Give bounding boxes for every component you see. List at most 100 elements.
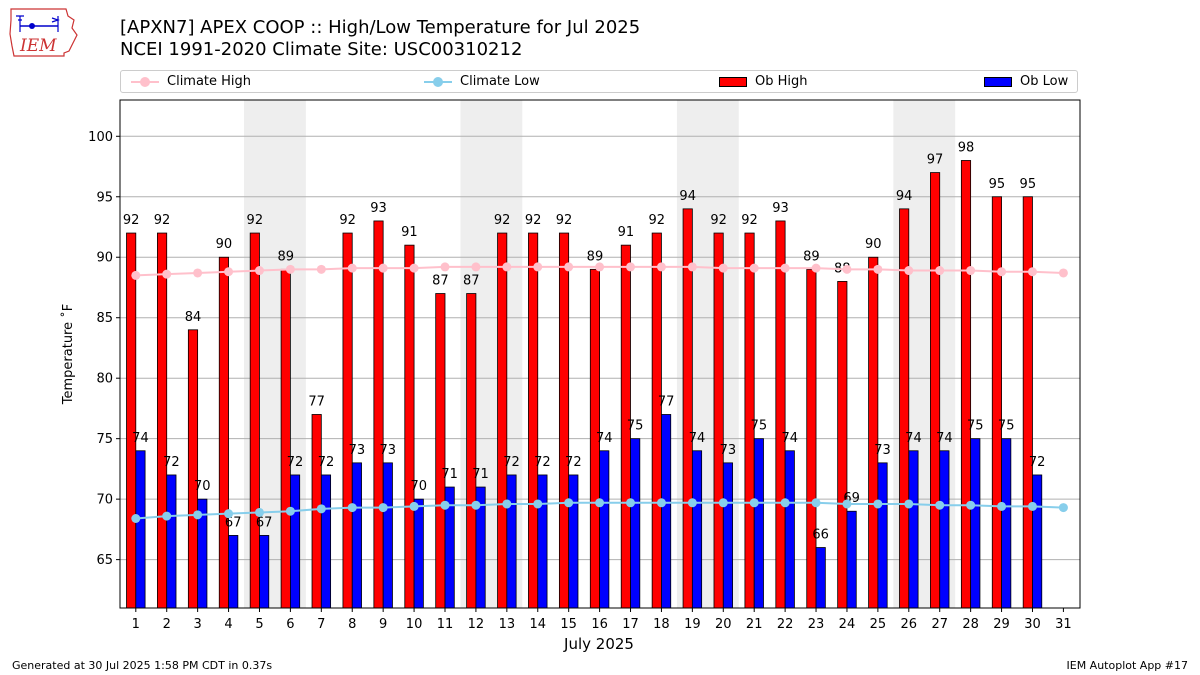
climate-high-point [440, 262, 450, 272]
climate-high-point [1058, 268, 1068, 278]
x-tick-label: 4 [224, 617, 232, 632]
ob-low-bar [815, 547, 826, 609]
x-tick-label: 2 [163, 617, 171, 632]
legend-label: Ob High [755, 74, 808, 89]
x-tick-label: 14 [529, 617, 546, 632]
climate-low-point [997, 501, 1007, 511]
ob-high-bar [558, 232, 570, 609]
ob-high-label: 77 [308, 394, 325, 409]
climate-high-point [811, 263, 821, 273]
climate-high-point [626, 262, 636, 272]
ob-high-bar [713, 232, 724, 609]
climate-low-point [162, 511, 172, 521]
ob-high-label: 90 [865, 237, 882, 252]
ob-high-bar [837, 281, 848, 609]
climate-low-point [440, 500, 450, 510]
x-tick-label: 24 [839, 617, 856, 632]
ob-low-bar [228, 535, 239, 609]
ob-low-label: 74 [596, 431, 613, 446]
climate-high-point [873, 264, 883, 274]
climate-high-point [502, 262, 512, 272]
ob-high-label: 92 [247, 213, 264, 228]
y-tick-label: 65 [96, 553, 113, 568]
ob-low-bar [753, 438, 764, 609]
climate-high-point [718, 263, 728, 273]
climate-low-point [595, 498, 605, 508]
climate-high-point [842, 264, 852, 274]
climate-high-point [224, 267, 234, 277]
x-tick-label: 28 [962, 617, 979, 632]
x-tick-label: 10 [406, 617, 423, 632]
ob-low-label: 75 [627, 419, 644, 434]
climate-low-point [224, 509, 234, 519]
climate-high-point [595, 262, 605, 272]
ob-high-label: 93 [772, 201, 789, 216]
ob-high-bar [373, 220, 384, 609]
y-axis-label: Temperature ˚F [60, 304, 76, 405]
climate-high-point [656, 262, 666, 272]
x-tick-label: 20 [715, 617, 732, 632]
climate-low-point [409, 501, 419, 511]
climate-low-point [1027, 501, 1037, 511]
legend: Climate High Climate Low Ob High Ob Low [120, 70, 1078, 93]
ob-low-bar [877, 462, 888, 609]
ob-high-label: 95 [989, 177, 1006, 192]
legend-ob-high-marker [719, 76, 747, 87]
climate-low-point [347, 503, 357, 513]
climate-high-point [254, 266, 264, 276]
x-tick-label: 17 [622, 617, 639, 632]
climate-low-point [285, 506, 295, 516]
ob-low-label: 73 [380, 443, 397, 458]
y-tick-label: 100 [88, 130, 113, 145]
climate-high-point [533, 262, 543, 272]
climate-low-point [842, 499, 852, 509]
ob-low-label: 73 [720, 443, 737, 458]
x-tick-label: 31 [1055, 617, 1072, 632]
climate-low-point [687, 498, 697, 508]
generated-note: Generated at 30 Jul 2025 1:58 PM CDT in … [12, 659, 273, 672]
climate-low-point [564, 498, 574, 508]
ob-low-bar [320, 474, 332, 609]
ob-high-bar [249, 232, 260, 609]
ob-low-bar [939, 450, 950, 609]
ob-low-bar [537, 474, 548, 609]
ob-high-label: 92 [494, 213, 511, 228]
ob-low-label: 74 [132, 431, 149, 446]
ob-low-label: 67 [225, 515, 242, 530]
ob-high-label: 92 [154, 213, 171, 228]
ob-low-label: 75 [967, 419, 984, 434]
ob-low-label: 70 [410, 479, 427, 494]
x-tick-label: 13 [499, 617, 516, 632]
ob-high-label: 92 [649, 213, 666, 228]
climate-low-point [966, 500, 976, 510]
climate-low-point [254, 507, 264, 517]
ob-high-label: 92 [525, 213, 542, 228]
legend-climate-high: Climate High [131, 71, 251, 92]
ob-high-bar [157, 232, 168, 609]
ob-low-label: 66 [812, 528, 829, 543]
ob-low-bar [599, 450, 610, 609]
climate-low-point [193, 510, 203, 520]
x-axis-label: July 2025 [563, 635, 634, 653]
climate-low-point [502, 499, 512, 509]
legend-ob-high: Ob High [719, 71, 808, 92]
ob-high-bar [806, 268, 817, 609]
ob-low-label: 70 [194, 479, 211, 494]
ob-low-bar [166, 474, 177, 609]
legend-label: Ob Low [1020, 74, 1069, 89]
x-tick-label: 30 [1024, 617, 1041, 632]
ob-high-label: 89 [587, 249, 604, 264]
x-tick-label: 3 [193, 617, 201, 632]
climate-low-point [935, 500, 945, 510]
ob-low-bar [691, 450, 703, 609]
x-tick-label: 26 [901, 617, 918, 632]
ob-high-bar [466, 293, 477, 609]
ob-high-label: 97 [927, 153, 944, 168]
ob-low-bar [722, 462, 733, 609]
x-tick-label: 29 [993, 617, 1010, 632]
climate-high-point [904, 266, 914, 276]
ob-high-label: 95 [1020, 177, 1037, 192]
climate-high-point [316, 264, 326, 274]
legend-label: Climate High [167, 74, 252, 89]
ob-low-bar [382, 462, 393, 609]
